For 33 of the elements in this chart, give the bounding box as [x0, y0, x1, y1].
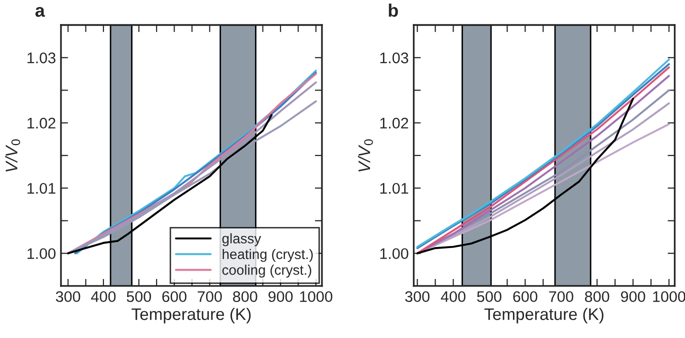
y-axis-title: V/V$_{0}$	[5, 139, 20, 172]
y-tick-label: 1.03	[28, 52, 56, 64]
y-tick-label: 1.01	[380, 182, 408, 194]
x-tick-label: 600	[513, 291, 538, 302]
x-tick-label: 400	[91, 291, 116, 302]
x-tick-label: 900	[268, 291, 293, 302]
x-tick-label: 800	[584, 291, 610, 302]
x-tick-label: 800	[233, 291, 258, 302]
x-tick-label: 300	[405, 291, 430, 302]
legend-label: glassy	[222, 233, 262, 246]
x-tick-label: 500	[126, 291, 152, 302]
legend-label: heating (cryst.)	[222, 248, 313, 262]
y-axis-title: V/V$_{0}$	[358, 139, 373, 172]
y-tick-label: 1.00	[28, 248, 56, 260]
x-tick-label: 700	[198, 291, 222, 302]
y-tick-label: 1.02	[28, 118, 56, 129]
x-axis-title: Temperature (K)	[132, 308, 251, 324]
x-tick-label: 700	[549, 291, 574, 302]
x-tick-label: 500	[477, 291, 502, 302]
legend-label: cooling (cryst.)	[222, 264, 312, 278]
y-tick-label: 1.02	[380, 118, 408, 129]
x-tick-label: 1000	[300, 291, 332, 302]
y-tick-label: 1.00	[380, 248, 408, 260]
chart-title: b	[388, 4, 398, 17]
y-tick-label: 1.01	[28, 182, 56, 194]
x-axis-title: Temperature (K)	[484, 308, 604, 324]
x-tick-label: 900	[620, 291, 646, 302]
x-tick-label: 300	[56, 291, 80, 302]
x-tick-label: 400	[440, 291, 466, 302]
x-tick-label: 1000	[653, 291, 685, 302]
y-tick-label: 1.03	[380, 52, 408, 64]
chart-title: a	[35, 6, 46, 17]
x-tick-label: 600	[162, 291, 186, 302]
